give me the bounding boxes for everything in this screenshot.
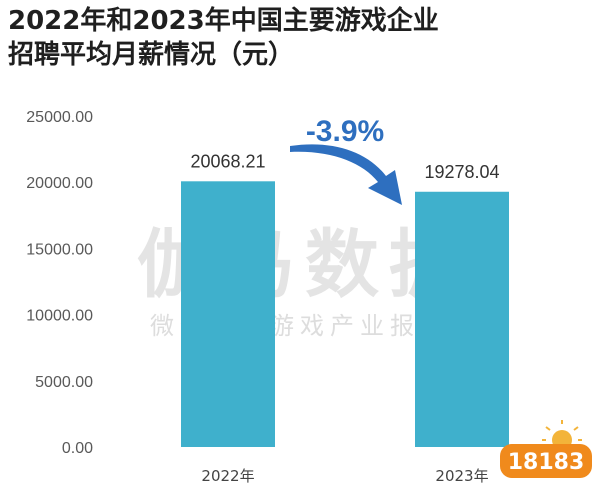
bar-1 — [181, 181, 275, 447]
chart-title-line1: 2022年和2023年中国主要游戏企业 — [8, 6, 439, 36]
y-tick-label: 0.00 — [62, 440, 93, 457]
y-tick-label: 15000.00 — [26, 241, 93, 258]
bar-value-label: 20068.21 — [190, 151, 265, 171]
x-axis: 2022年 2023年 — [201, 467, 488, 485]
change-percent-label: -3.9% — [306, 115, 384, 148]
bar-value-label: 19278.04 — [424, 162, 499, 182]
logo-text: 18183 — [508, 450, 585, 475]
y-tick-label: 10000.00 — [26, 308, 93, 325]
y-tick-label: 20000.00 — [26, 175, 93, 192]
bars: 20068.21 19278.04 — [181, 151, 509, 447]
change-annotation: -3.9% — [290, 115, 402, 205]
bar-2 — [415, 191, 509, 447]
y-tick-label: 25000.00 — [26, 109, 93, 126]
y-tick-label: 5000.00 — [35, 374, 93, 391]
y-axis: 0.00 5000.00 10000.00 15000.00 20000.00 25000… — [26, 109, 93, 457]
chart-title-line2: 招聘平均月薪情况（元） — [8, 40, 295, 70]
x-category-label: 2022年 — [201, 467, 254, 485]
x-category-label: 2023年 — [435, 467, 488, 485]
sun-mascot-logo: 18183 — [500, 420, 592, 478]
curved-arrow-icon — [290, 144, 402, 205]
chart-title: 2022年和2023年中国主要游戏企业 招聘平均月薪情况（元） — [8, 4, 439, 72]
